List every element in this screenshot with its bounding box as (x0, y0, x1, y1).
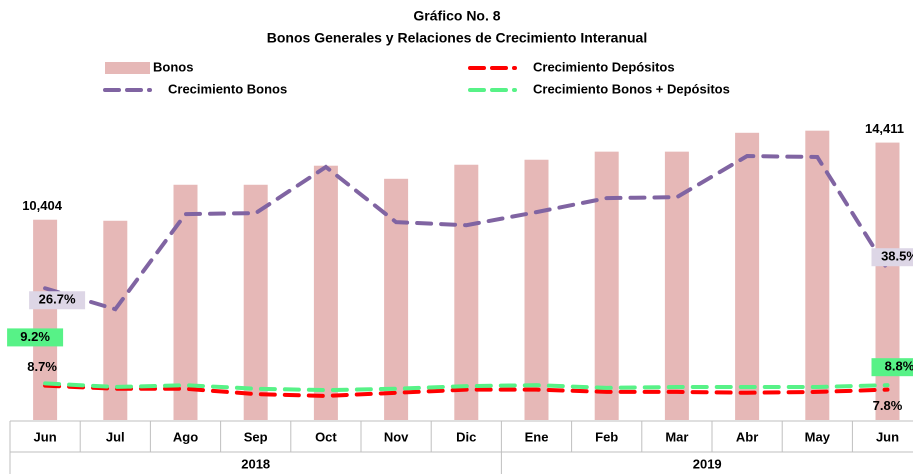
bar (805, 130, 830, 421)
bar (454, 164, 479, 420)
x-tick-label: Ene (525, 429, 549, 444)
x-group-label: 2019 (693, 456, 722, 471)
line-series (43, 383, 890, 398)
bar (243, 184, 268, 420)
data-label-box (871, 358, 913, 377)
bar (594, 151, 619, 420)
chart-title: Gráfico No. 8 (413, 8, 500, 24)
bar (313, 165, 338, 420)
x-tick-label: Mar (665, 429, 688, 444)
x-tick-label: Jun (34, 429, 57, 444)
data-label-box (871, 248, 913, 267)
x-tick-label: Jul (106, 429, 125, 444)
legend-label: Bonos (153, 59, 193, 74)
x-tick-label: Jun (876, 429, 899, 444)
line-series (43, 381, 890, 393)
x-tick-label: Ago (173, 429, 198, 444)
data-label-box (7, 328, 64, 347)
bar (33, 219, 58, 420)
chart-subtitle: Bonos Generales y Relaciones de Crecimie… (267, 30, 647, 46)
legend-label: Crecimiento Depósitos (533, 59, 675, 74)
data-label: 26.7% (39, 292, 76, 307)
legend-label: Crecimiento Bonos (168, 81, 287, 96)
data-label: 10,404 (22, 198, 63, 213)
data-label: 8.8% (885, 359, 913, 374)
line-series (43, 154, 890, 312)
data-label: 38.5% (881, 249, 913, 264)
bar (875, 142, 900, 420)
data-label: 14,411 (865, 121, 904, 136)
x-tick-label: Nov (384, 429, 409, 444)
data-label-box (29, 291, 86, 310)
x-tick-label: Sep (244, 429, 268, 444)
data-label: 7.8% (873, 398, 903, 413)
x-tick-label: Oct (315, 429, 337, 444)
x-tick-label: Abr (736, 429, 758, 444)
bar (524, 159, 549, 421)
bar (735, 132, 760, 421)
bar (384, 178, 409, 420)
x-tick-label: Dic (456, 429, 476, 444)
legend-swatch (105, 62, 150, 74)
data-label: 8.7% (27, 359, 57, 374)
x-tick-label: May (805, 429, 831, 444)
data-label: 9.2% (20, 329, 50, 344)
x-tick-label: Feb (595, 429, 618, 444)
x-group-label: 2018 (241, 456, 270, 471)
legend-label: Crecimiento Bonos + Depósitos (533, 81, 730, 96)
